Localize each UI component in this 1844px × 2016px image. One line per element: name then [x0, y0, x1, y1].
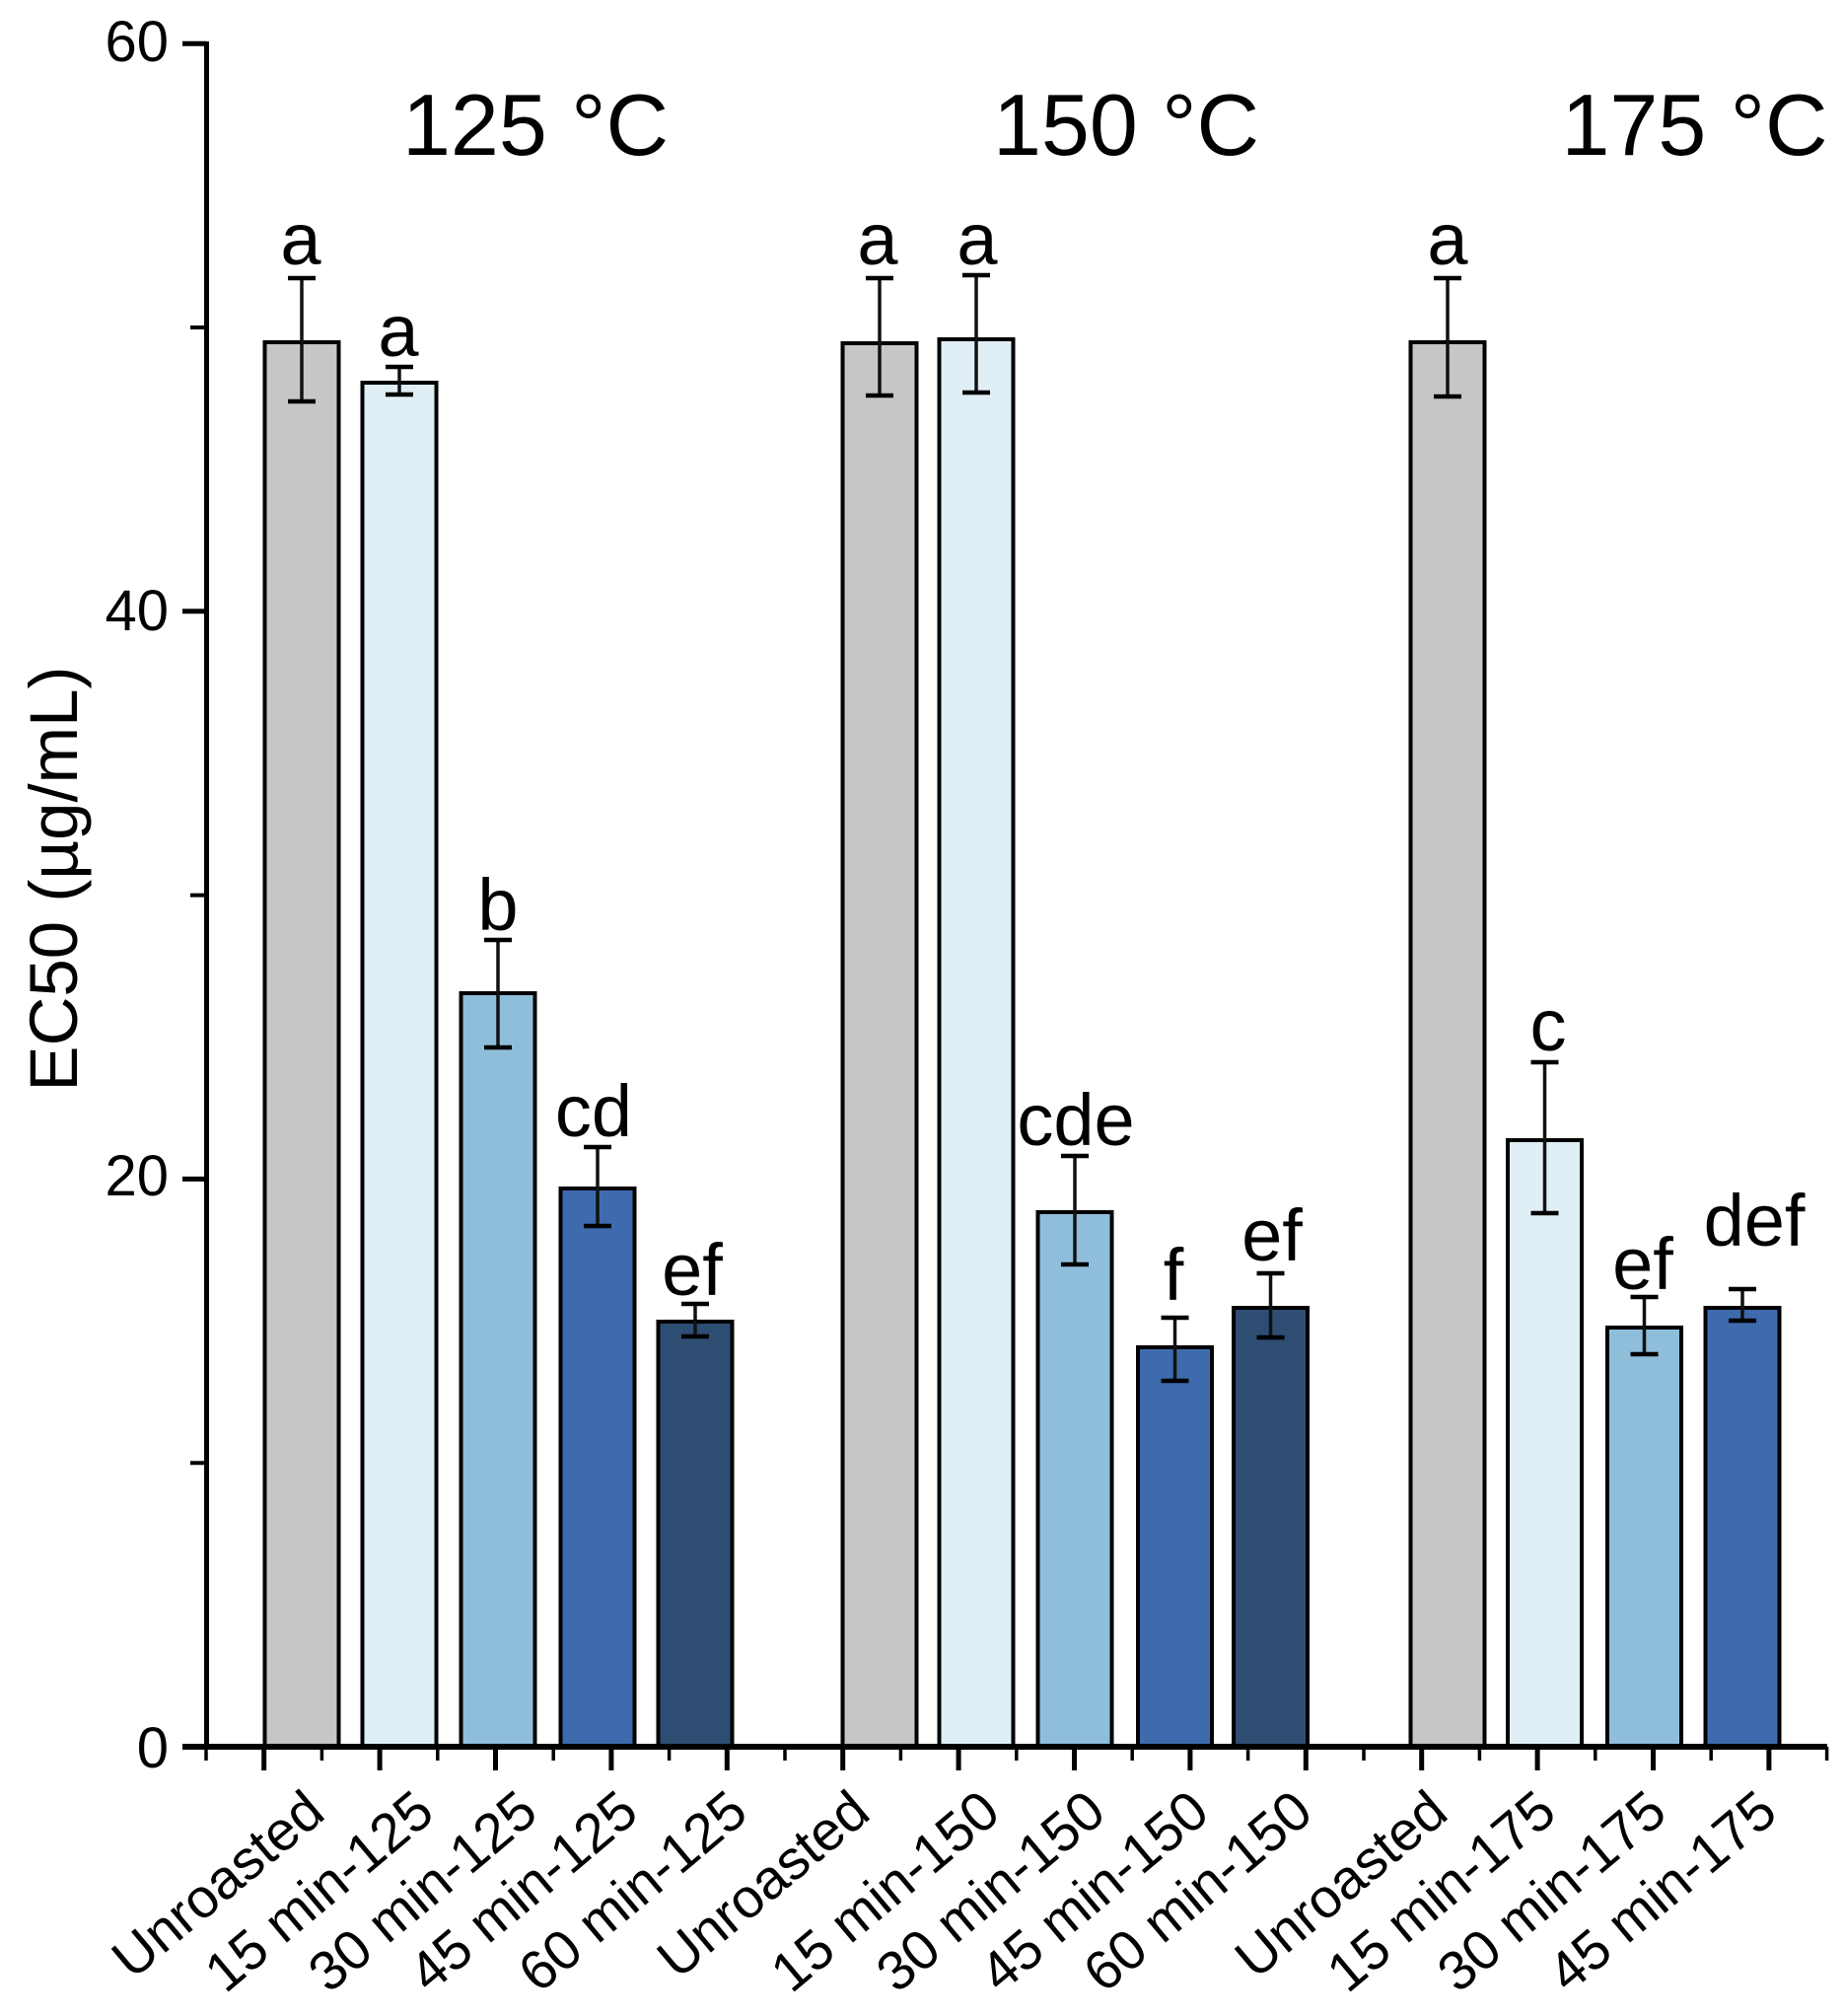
- svg-text:ef: ef: [1241, 1194, 1303, 1276]
- svg-text:a: a: [280, 198, 321, 280]
- svg-text:150 °C: 150 °C: [993, 76, 1259, 174]
- svg-text:f: f: [1164, 1234, 1184, 1316]
- svg-text:40: 40: [105, 579, 169, 643]
- svg-text:c: c: [1530, 984, 1567, 1066]
- svg-text:a: a: [378, 290, 419, 372]
- svg-text:a: a: [857, 198, 898, 280]
- svg-text:ef: ef: [1612, 1223, 1673, 1305]
- svg-text:125 °C: 125 °C: [402, 76, 669, 174]
- svg-text:cde: cde: [1017, 1079, 1134, 1161]
- svg-text:a: a: [957, 198, 998, 280]
- svg-text:20: 20: [105, 1144, 169, 1208]
- svg-text:0: 0: [137, 1716, 169, 1780]
- svg-text:EC50 (µg/mL): EC50 (µg/mL): [16, 667, 92, 1092]
- svg-text:b: b: [477, 864, 518, 946]
- svg-text:def: def: [1704, 1180, 1806, 1261]
- svg-text:a: a: [1427, 198, 1468, 280]
- svg-text:cd: cd: [555, 1070, 632, 1152]
- svg-text:60: 60: [105, 10, 169, 74]
- svg-text:175 °C: 175 °C: [1561, 76, 1827, 174]
- svg-text:ef: ef: [662, 1229, 723, 1311]
